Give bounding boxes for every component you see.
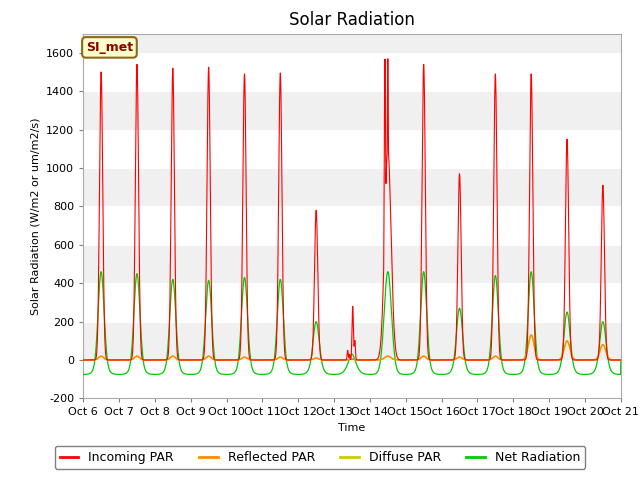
Bar [83, 130, 621, 168]
X-axis label: Time: Time [339, 423, 365, 433]
Bar [83, 53, 621, 91]
Legend: Incoming PAR, Reflected PAR, Diffuse PAR, Net Radiation: Incoming PAR, Reflected PAR, Diffuse PAR… [54, 446, 586, 469]
Y-axis label: Solar Radiation (W/m2 or um/m2/s): Solar Radiation (W/m2 or um/m2/s) [31, 117, 40, 315]
Bar [83, 360, 621, 398]
Title: Solar Radiation: Solar Radiation [289, 11, 415, 29]
Bar [83, 206, 621, 245]
Text: SI_met: SI_met [86, 41, 133, 54]
Bar [83, 283, 621, 322]
